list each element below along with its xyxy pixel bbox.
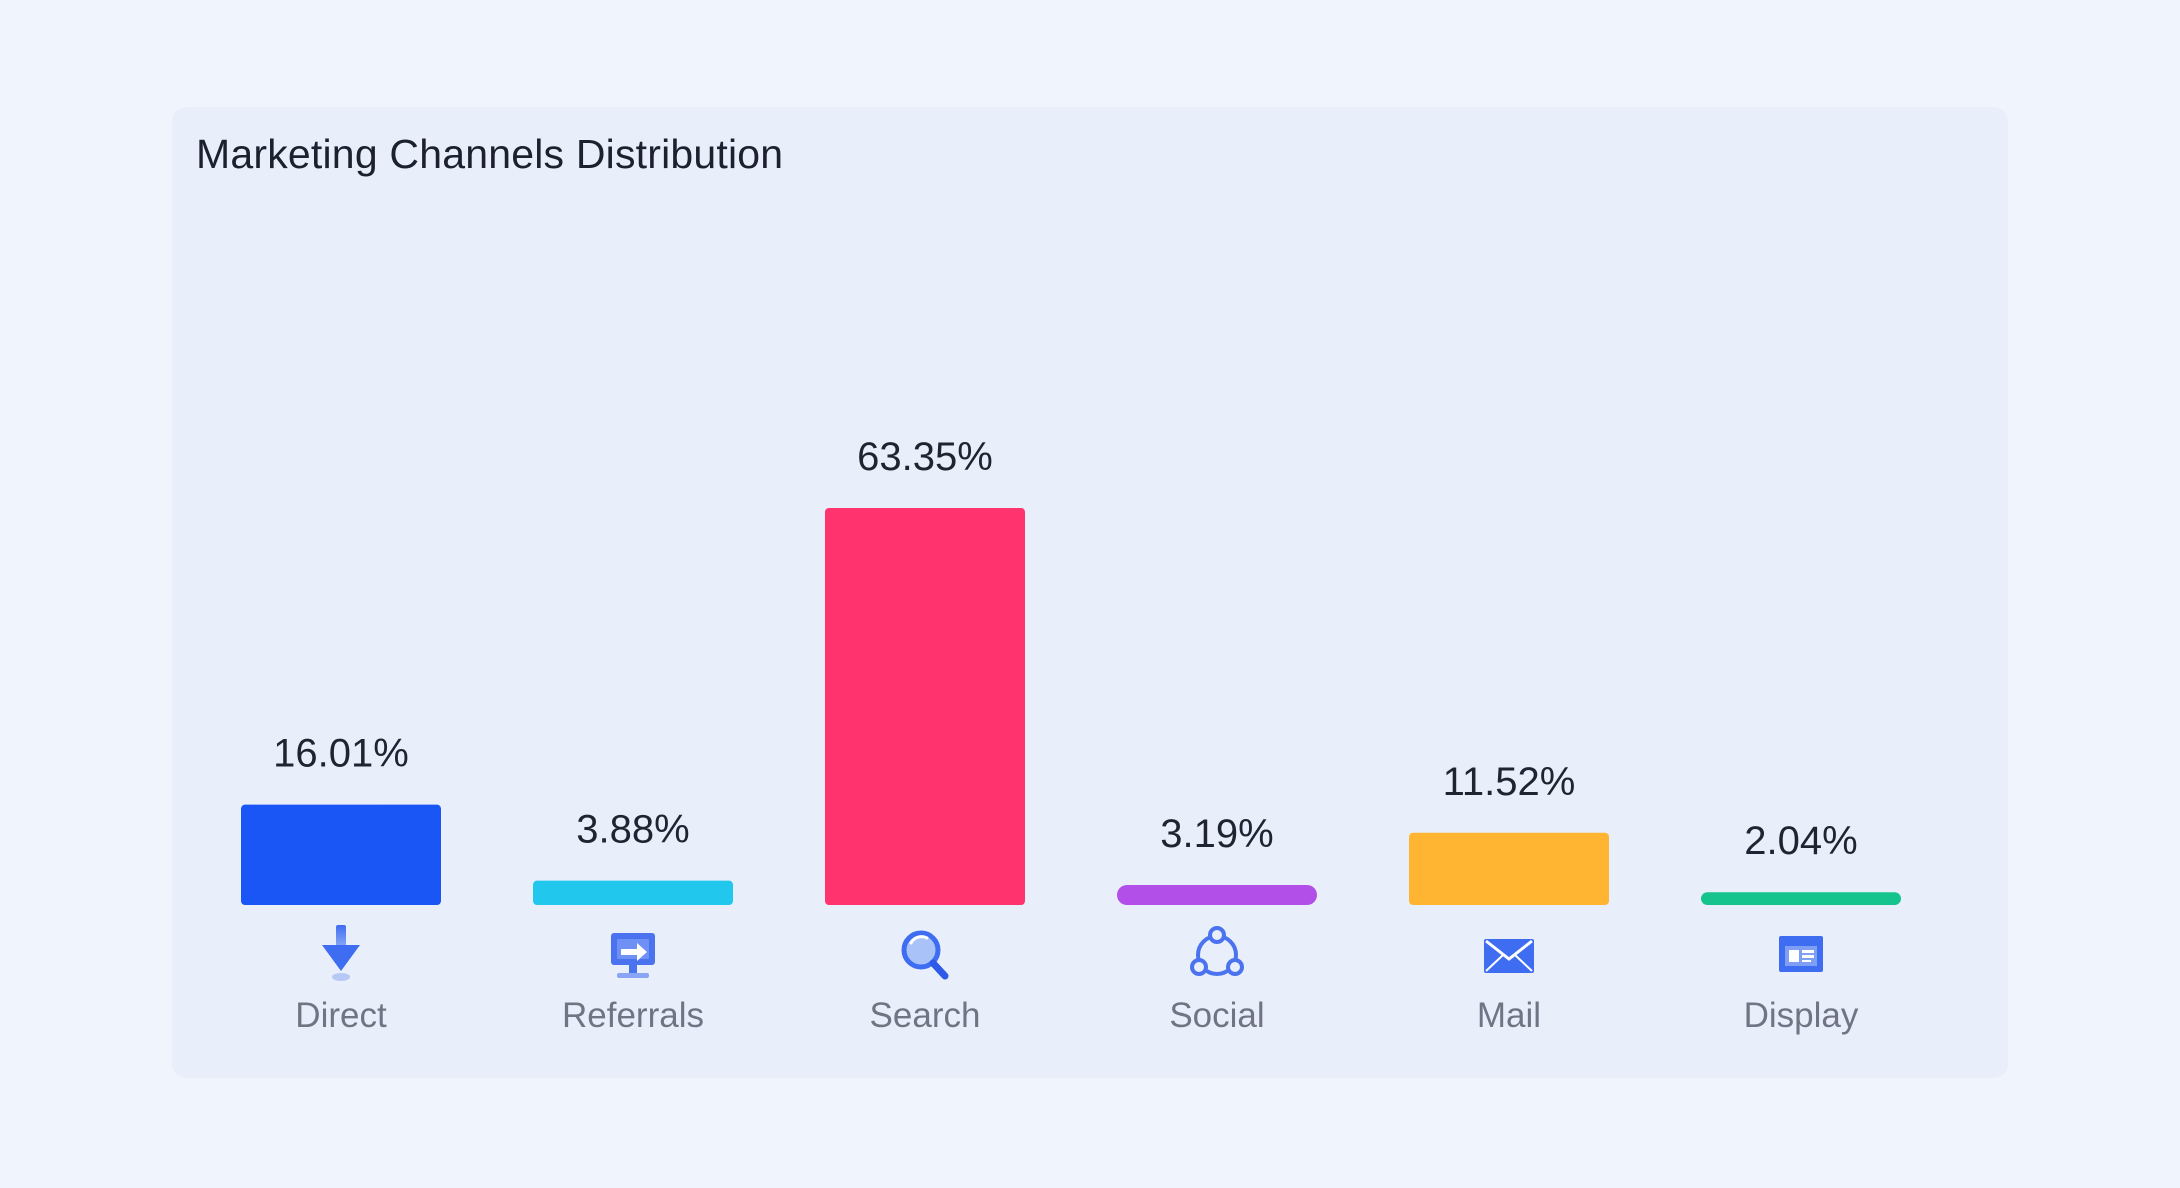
referral-screen-icon [611, 933, 655, 978]
bar-referrals [533, 880, 733, 905]
value-label-search: 63.35% [857, 435, 993, 479]
value-label-direct: 16.01% [273, 732, 409, 776]
value-label-mail: 11.52% [1443, 760, 1576, 804]
search-icon [901, 930, 949, 980]
arrow-down-icon [322, 925, 360, 981]
category-label-social: Social [1169, 996, 1264, 1035]
category-label-search: Search [870, 996, 981, 1035]
bar-mail [1409, 832, 1609, 905]
social-share-icon [1190, 926, 1244, 976]
bar-chart: 16.01% Direct 3.88% Referrals 63.35% Search 3.… [241, 435, 1901, 1035]
value-label-display: 2.04% [1744, 819, 1857, 863]
bar-direct [241, 804, 441, 905]
bar-display [1701, 892, 1901, 905]
bar-social [1117, 885, 1317, 905]
category-label-direct: Direct [295, 996, 387, 1035]
value-label-referrals: 3.88% [576, 808, 689, 852]
bar-search [825, 508, 1025, 905]
mail-icon [1484, 939, 1534, 973]
chart-card: Marketing Channels Distribution 16.01% Di… [172, 107, 2008, 1078]
display-window-icon [1779, 936, 1823, 972]
category-label-referrals: Referrals [562, 996, 704, 1035]
category-label-display: Display [1744, 996, 1859, 1035]
category-label-mail: Mail [1477, 996, 1541, 1035]
value-label-social: 3.19% [1160, 812, 1273, 856]
chart-title: Marketing Channels Distribution [196, 131, 784, 177]
